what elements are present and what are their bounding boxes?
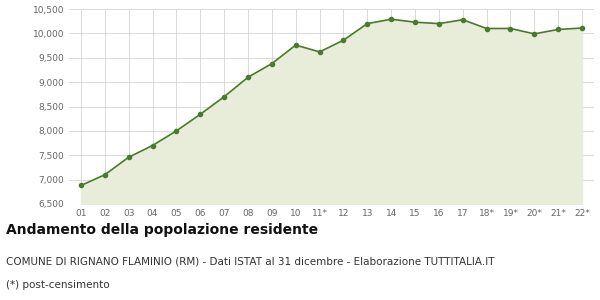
Text: (*) post-censimento: (*) post-censimento (6, 280, 110, 290)
Text: COMUNE DI RIGNANO FLAMINIO (RM) - Dati ISTAT al 31 dicembre - Elaborazione TUTTI: COMUNE DI RIGNANO FLAMINIO (RM) - Dati I… (6, 256, 494, 266)
Text: Andamento della popolazione residente: Andamento della popolazione residente (6, 223, 318, 237)
